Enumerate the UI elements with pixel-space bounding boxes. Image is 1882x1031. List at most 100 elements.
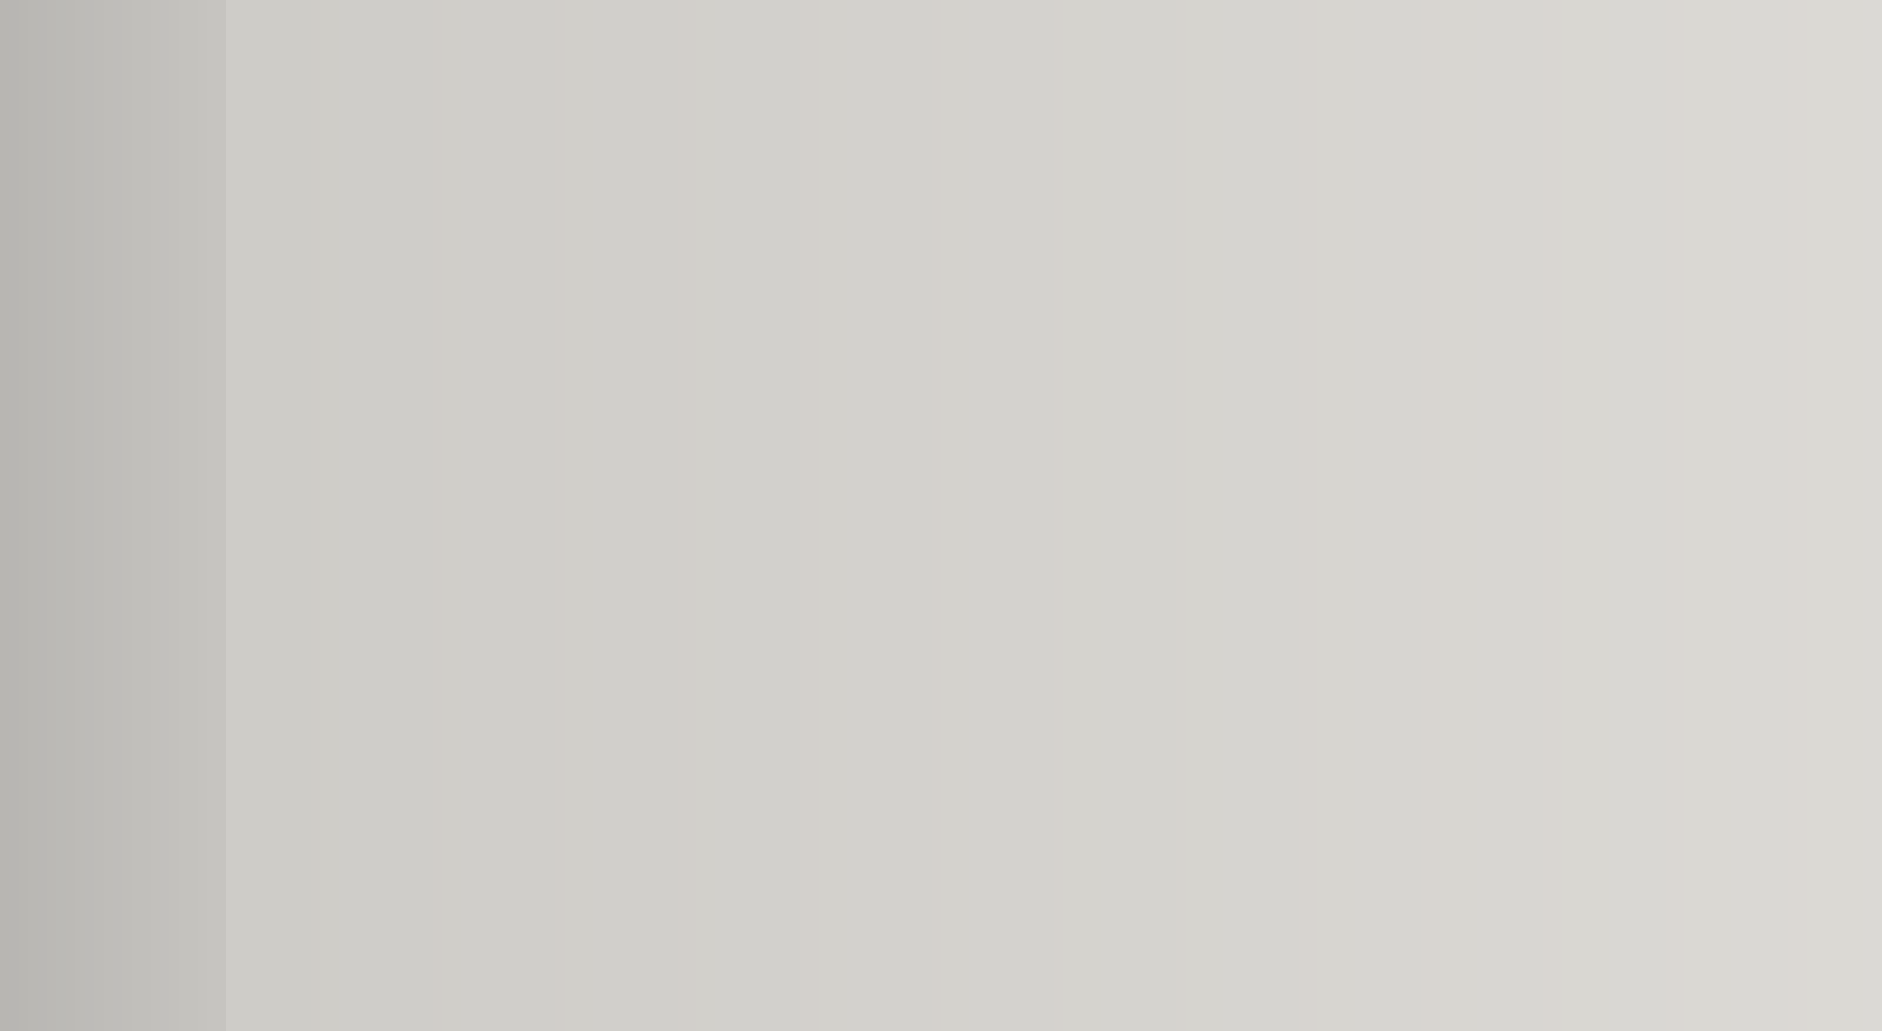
Bar — [1807, 0, 1820, 1031]
Bar — [988, 0, 1001, 1031]
Bar — [367, 0, 380, 1031]
Bar — [75, 0, 88, 1031]
Bar — [1788, 0, 1801, 1031]
Bar — [1289, 0, 1302, 1031]
Bar — [1242, 0, 1255, 1031]
Bar — [621, 0, 634, 1031]
Bar — [1383, 0, 1396, 1031]
Bar — [1760, 0, 1773, 1031]
Bar — [1336, 0, 1349, 1031]
Bar — [1722, 0, 1735, 1031]
Bar — [1317, 0, 1331, 1031]
Bar — [329, 0, 343, 1031]
Bar — [263, 0, 277, 1031]
Bar — [1092, 0, 1105, 1031]
Bar — [922, 0, 935, 1031]
Bar — [160, 0, 173, 1031]
Bar — [856, 0, 869, 1031]
Bar — [734, 0, 747, 1031]
Bar — [1873, 0, 1882, 1031]
Bar — [1176, 0, 1189, 1031]
Bar — [593, 0, 606, 1031]
Bar — [1129, 0, 1142, 1031]
Bar — [1534, 0, 1547, 1031]
Bar — [790, 0, 804, 1031]
Bar — [1666, 0, 1679, 1031]
Bar — [1073, 0, 1086, 1031]
Text: 6.: 6. — [271, 853, 314, 896]
Bar — [1252, 0, 1265, 1031]
Bar — [56, 0, 70, 1031]
Bar — [1139, 0, 1152, 1031]
Bar — [1844, 0, 1858, 1031]
Bar — [1863, 0, 1876, 1031]
Bar — [470, 0, 484, 1031]
Bar — [1449, 0, 1462, 1031]
Bar — [1346, 0, 1359, 1031]
Bar — [527, 0, 540, 1031]
Bar — [885, 0, 898, 1031]
Bar — [499, 0, 512, 1031]
Text: Give the coordinates of the center, foci, vertices, and covertices of the ellips: Give the coordinates of the center, foci… — [271, 152, 1882, 189]
Bar — [254, 0, 267, 1031]
Bar — [1308, 0, 1321, 1031]
Bar — [1430, 0, 1443, 1031]
Bar — [1477, 0, 1491, 1031]
Text: 1.: 1. — [271, 280, 314, 324]
Bar — [1223, 0, 1236, 1031]
Text: $16x^2 - 224x + 25y^2 + 250y - 191 = 0$: $16x^2 - 224x + 25y^2 + 250y - 191 = 0$ — [344, 744, 1165, 798]
Bar — [565, 0, 578, 1031]
Bar — [1647, 0, 1660, 1031]
Bar — [169, 0, 183, 1031]
Bar — [1684, 0, 1698, 1031]
Bar — [508, 0, 521, 1031]
Bar — [301, 0, 314, 1031]
Bar — [1487, 0, 1500, 1031]
Bar — [273, 0, 286, 1031]
Bar — [452, 0, 465, 1031]
Bar — [743, 0, 757, 1031]
Bar — [1854, 0, 1867, 1031]
Bar — [1506, 0, 1519, 1031]
Bar — [715, 0, 728, 1031]
Bar — [583, 0, 597, 1031]
Bar — [235, 0, 248, 1031]
Text: $25x^2 - 200x + 16y^2 - 160y = 800$: $25x^2 - 200x + 16y^2 - 160y = 800$ — [344, 847, 1082, 901]
Bar — [1054, 0, 1067, 1031]
Bar — [725, 0, 738, 1031]
Bar — [348, 0, 361, 1031]
Text: $\dfrac{(x+5)^2}{49} + \dfrac{(y-2)^2}{121} = 1$: $\dfrac{(x+5)^2}{49} + \dfrac{(y-2)^2}{1… — [344, 601, 822, 702]
Bar — [85, 0, 98, 1031]
Text: 5.: 5. — [271, 750, 314, 792]
Bar — [442, 0, 455, 1031]
Bar — [226, 0, 239, 1031]
Text: 4.: 4. — [271, 630, 314, 673]
Bar — [1515, 0, 1528, 1031]
Bar — [9, 0, 23, 1031]
Bar — [753, 0, 766, 1031]
Bar — [1731, 0, 1745, 1031]
Bar — [386, 0, 399, 1031]
Bar — [649, 0, 662, 1031]
Bar — [630, 0, 644, 1031]
Bar — [179, 0, 192, 1031]
Bar — [1571, 0, 1585, 1031]
Bar — [1496, 0, 1509, 1031]
Bar — [320, 0, 333, 1031]
Bar — [405, 0, 418, 1031]
Bar — [894, 0, 907, 1031]
Bar — [819, 0, 832, 1031]
Bar — [1007, 0, 1020, 1031]
Bar — [1703, 0, 1716, 1031]
Bar — [38, 0, 51, 1031]
Bar — [66, 0, 79, 1031]
Bar — [875, 0, 888, 1031]
Bar — [376, 0, 390, 1031]
Text: 3.: 3. — [271, 514, 314, 558]
Bar — [518, 0, 531, 1031]
Bar — [461, 0, 474, 1031]
Bar — [1440, 0, 1453, 1031]
Bar — [489, 0, 502, 1031]
Bar — [1035, 0, 1048, 1031]
Bar — [1186, 0, 1199, 1031]
